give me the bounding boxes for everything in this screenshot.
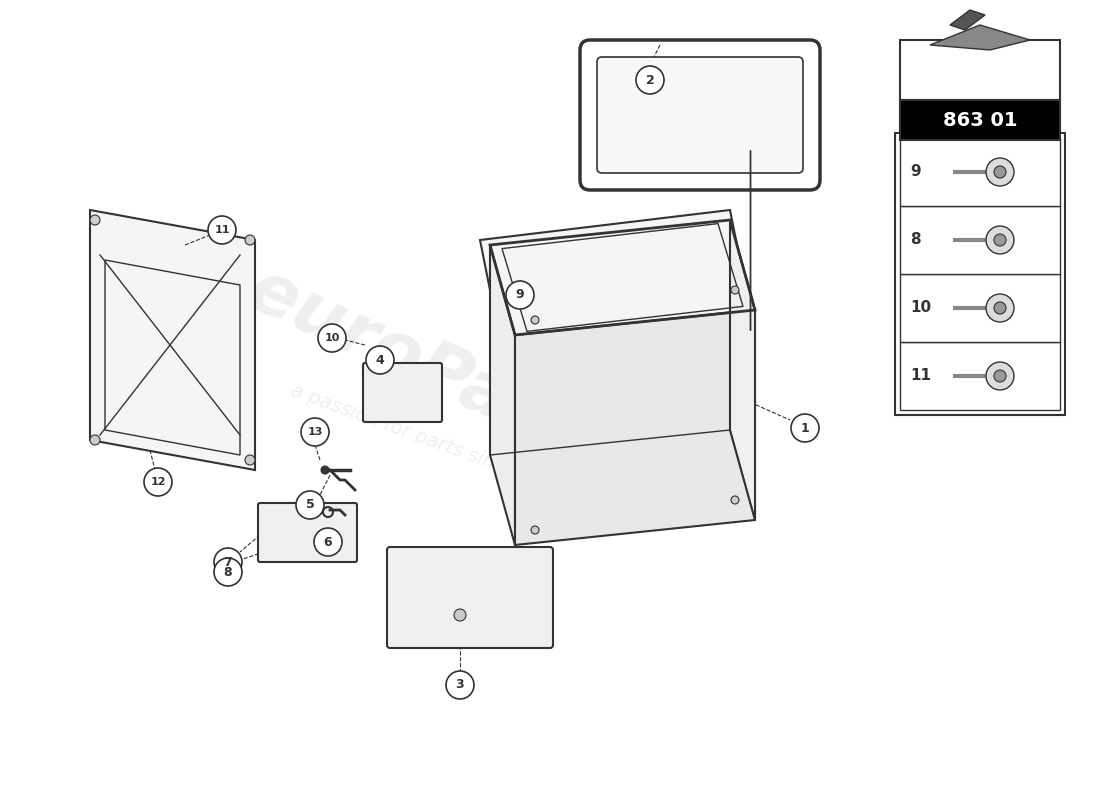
Circle shape xyxy=(296,491,324,519)
Circle shape xyxy=(214,558,242,586)
Text: a passion for parts since 1985: a passion for parts since 1985 xyxy=(288,381,572,499)
Text: 10: 10 xyxy=(324,333,340,343)
Circle shape xyxy=(301,418,329,446)
Circle shape xyxy=(986,226,1014,254)
Text: 9: 9 xyxy=(910,165,921,179)
Circle shape xyxy=(994,302,1006,314)
Text: 5: 5 xyxy=(306,498,315,511)
Text: 9: 9 xyxy=(516,289,525,302)
Circle shape xyxy=(732,286,739,294)
Polygon shape xyxy=(950,10,984,30)
Text: 863 01: 863 01 xyxy=(943,110,1018,130)
Circle shape xyxy=(986,362,1014,390)
FancyBboxPatch shape xyxy=(363,363,442,422)
Polygon shape xyxy=(490,245,515,545)
Text: 8: 8 xyxy=(910,233,921,247)
Polygon shape xyxy=(930,25,1030,50)
Text: 13: 13 xyxy=(307,427,322,437)
Bar xyxy=(900,40,1060,100)
Circle shape xyxy=(318,324,346,352)
Circle shape xyxy=(994,370,1006,382)
Polygon shape xyxy=(515,310,755,545)
Circle shape xyxy=(732,496,739,504)
Circle shape xyxy=(994,166,1006,178)
Text: 7: 7 xyxy=(223,555,232,569)
FancyBboxPatch shape xyxy=(258,503,358,562)
Text: euroParts: euroParts xyxy=(236,255,624,485)
Bar xyxy=(900,342,1060,410)
Bar xyxy=(900,138,1060,206)
Text: 11: 11 xyxy=(214,225,230,235)
Polygon shape xyxy=(90,210,255,470)
Circle shape xyxy=(531,316,539,324)
Circle shape xyxy=(531,526,539,534)
Polygon shape xyxy=(730,220,755,520)
Text: 1: 1 xyxy=(801,422,810,434)
Text: 6: 6 xyxy=(323,535,332,549)
Text: 8: 8 xyxy=(223,566,232,578)
Text: 4: 4 xyxy=(375,354,384,366)
Circle shape xyxy=(245,235,255,245)
Text: 10: 10 xyxy=(910,301,931,315)
Circle shape xyxy=(214,548,242,576)
Circle shape xyxy=(90,435,100,445)
Bar xyxy=(895,133,1065,415)
Circle shape xyxy=(245,455,255,465)
Circle shape xyxy=(90,215,100,225)
Text: 2: 2 xyxy=(646,74,654,86)
Circle shape xyxy=(986,158,1014,186)
Circle shape xyxy=(314,528,342,556)
Text: 11: 11 xyxy=(910,369,931,383)
Circle shape xyxy=(791,414,820,442)
FancyBboxPatch shape xyxy=(387,547,553,648)
Polygon shape xyxy=(480,210,750,340)
Circle shape xyxy=(446,671,474,699)
Circle shape xyxy=(366,346,394,374)
Bar xyxy=(900,206,1060,274)
Circle shape xyxy=(636,66,664,94)
Circle shape xyxy=(321,466,329,474)
Text: 12: 12 xyxy=(151,477,166,487)
Circle shape xyxy=(208,216,236,244)
Circle shape xyxy=(506,281,534,309)
Circle shape xyxy=(144,468,172,496)
Circle shape xyxy=(454,609,466,621)
Circle shape xyxy=(986,294,1014,322)
Text: 3: 3 xyxy=(455,678,464,691)
Bar xyxy=(900,274,1060,342)
Bar xyxy=(900,100,1060,140)
Circle shape xyxy=(994,234,1006,246)
FancyBboxPatch shape xyxy=(597,57,803,173)
